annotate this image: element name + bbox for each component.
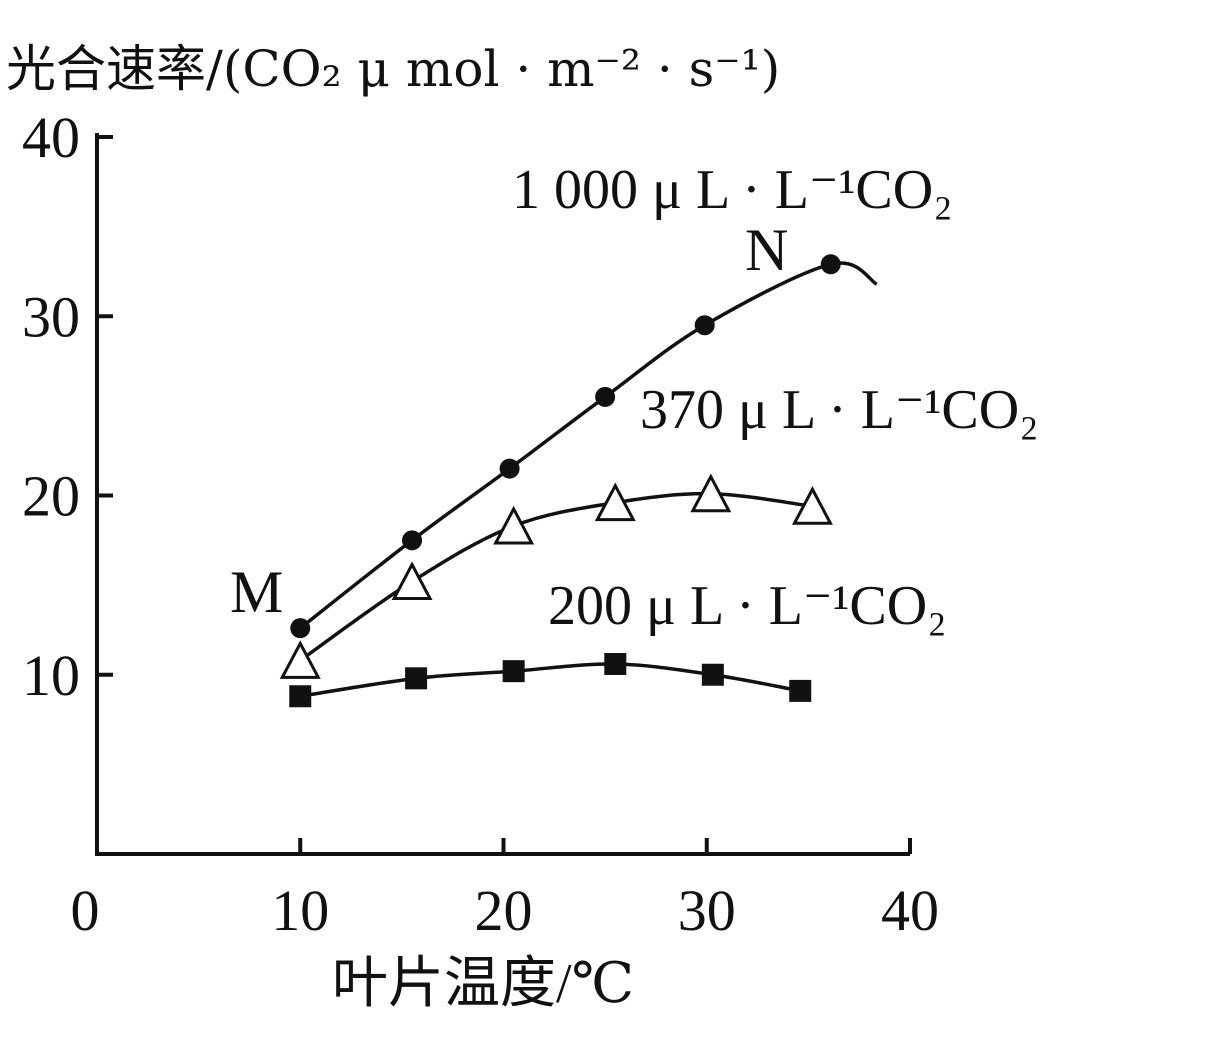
data-point-square bbox=[502, 660, 525, 683]
data-point-circle bbox=[694, 315, 715, 336]
point-label-m: M bbox=[230, 559, 283, 625]
data-point-triangle bbox=[279, 640, 321, 679]
data-point-triangle bbox=[594, 482, 636, 522]
x-tick-label: 0 bbox=[71, 878, 100, 943]
x-tick-label: 20 bbox=[475, 878, 533, 943]
point-label-n: N bbox=[745, 217, 788, 283]
data-point-triangle bbox=[791, 486, 833, 525]
series-line bbox=[299, 261, 878, 630]
data-point-square bbox=[405, 667, 428, 690]
data-point-square bbox=[701, 663, 724, 686]
series-label-200: 200 μ L · L⁻¹CO₂ bbox=[548, 575, 947, 637]
series-markers bbox=[279, 254, 841, 708]
series-label-1000: 1 000 μ L · L⁻¹CO₂ bbox=[512, 159, 953, 221]
data-point-triangle bbox=[493, 505, 535, 545]
data-point-circle bbox=[595, 386, 616, 407]
y-tick-label: 30 bbox=[22, 284, 80, 349]
series-line bbox=[299, 491, 813, 662]
x-tick-label: 10 bbox=[271, 878, 329, 943]
series-line bbox=[299, 662, 801, 698]
axis-ticks: 10 20 30 40 0 10 20 30 40 bbox=[22, 105, 939, 943]
x-axis-label: 叶片温度/℃ bbox=[332, 953, 634, 1015]
data-point-circle bbox=[499, 458, 520, 479]
data-point-circle bbox=[402, 530, 423, 551]
series-label-370: 370 μ L · L⁻¹CO₂ bbox=[640, 379, 1039, 441]
x-tick-label: 40 bbox=[881, 878, 939, 943]
x-tick-label: 30 bbox=[678, 878, 736, 943]
y-tick-label: 40 bbox=[22, 105, 80, 170]
y-tick-label: 10 bbox=[22, 643, 80, 708]
data-point-square bbox=[604, 652, 627, 675]
data-point-circle bbox=[820, 254, 841, 275]
data-point-triangle bbox=[690, 473, 732, 513]
y-axis-label: 光合速率/(CO₂ μ mol · m⁻² · s⁻¹) bbox=[6, 40, 780, 98]
data-point-triangle bbox=[391, 561, 433, 601]
data-point-square bbox=[289, 685, 312, 708]
data-point-circle bbox=[290, 618, 311, 639]
y-tick-label: 20 bbox=[22, 464, 80, 529]
data-point-square bbox=[789, 679, 812, 702]
